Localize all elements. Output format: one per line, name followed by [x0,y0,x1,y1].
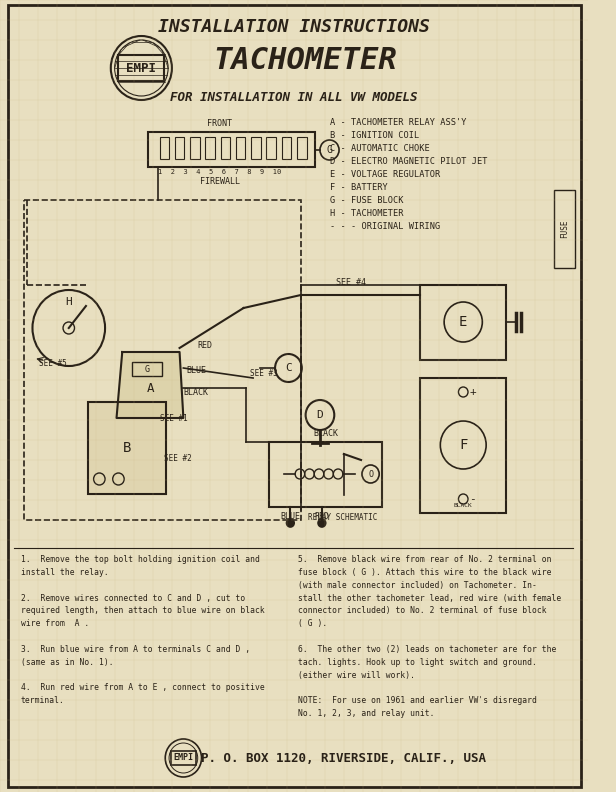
Text: P. O. BOX 1120, RIVERSIDE, CALIF., USA: P. O. BOX 1120, RIVERSIDE, CALIF., USA [201,752,487,764]
Bar [420,378,506,513]
Circle shape [286,519,294,527]
Bar [554,190,575,268]
Bar [221,137,230,159]
Text: A: A [147,382,155,394]
Text: A - TACHOMETER RELAY ASS'Y: A - TACHOMETER RELAY ASS'Y [330,118,466,127]
Text: FRONT: FRONT [207,119,232,128]
Bar [267,137,276,159]
Text: B - IGNITION COIL: B - IGNITION COIL [330,131,419,140]
Bar [190,137,200,159]
Text: - - - ORIGINAL WIRING: - - - ORIGINAL WIRING [330,222,440,231]
Text: SEE #1: SEE #1 [160,413,188,422]
Text: SEE #2: SEE #2 [164,454,192,463]
Polygon shape [88,402,166,494]
Text: RED: RED [198,341,213,349]
Text: INSTALLATION INSTRUCTIONS: INSTALLATION INSTRUCTIONS [158,18,430,36]
Text: SEE #4: SEE #4 [336,277,366,287]
Bar [24,200,301,520]
Bar [160,137,169,159]
Text: C: C [285,363,292,373]
Text: FIREWALL: FIREWALL [200,177,240,186]
Bar [132,362,163,376]
Text: G - FUSE BLOCK: G - FUSE BLOCK [330,196,403,205]
Text: SEE #3: SEE #3 [250,368,278,378]
Text: BLACK: BLACK [454,503,472,508]
Text: BLACK: BLACK [313,429,338,438]
Circle shape [318,519,326,527]
Text: H - TACHOMETER: H - TACHOMETER [330,209,403,218]
Text: RELAY SCHEMATIC: RELAY SCHEMATIC [308,513,378,522]
Text: BLUE: BLUE [280,512,301,521]
Text: 1.  Remove the top bolt holding ignition coil and
install the relay.

2.  Remove: 1. Remove the top bolt holding ignition … [21,555,265,706]
Polygon shape [116,352,184,418]
Bar [269,442,382,507]
Text: E: E [459,315,468,329]
Text: SEE #5: SEE #5 [39,359,67,367]
Bar [148,132,315,167]
Text: EMPI: EMPI [126,62,156,74]
Bar [88,402,166,494]
Text: BLUE: BLUE [186,365,206,375]
Bar [297,137,307,159]
Text: B: B [123,441,131,455]
Bar [236,137,245,159]
Bar [282,137,291,159]
Text: D: D [317,410,323,420]
Bar [251,137,261,159]
Text: BLACK: BLACK [184,387,208,397]
Text: TACHOMETER: TACHOMETER [214,45,397,74]
Text: 1  2  3  4  5  6  7  8  9  10: 1 2 3 4 5 6 7 8 9 10 [158,169,282,175]
Bar [175,137,184,159]
Bar [118,55,164,81]
Text: G: G [326,145,333,155]
Text: FUSE: FUSE [560,219,569,238]
Text: C - AUTOMATIC CHOKE: C - AUTOMATIC CHOKE [330,144,429,153]
Text: 5.  Remove black wire from rear of No. 2 terminal on
fuse block ( G ). Attach th: 5. Remove black wire from rear of No. 2 … [298,555,561,718]
Text: E - VOLTAGE REGULATOR: E - VOLTAGE REGULATOR [330,170,440,179]
Text: O: O [368,470,373,478]
Text: D - ELECTRO MAGNETIC PILOT JET: D - ELECTRO MAGNETIC PILOT JET [330,157,487,166]
Text: F - BATTERY: F - BATTERY [330,183,387,192]
Text: G: G [145,364,150,374]
Bar [205,137,215,159]
Text: EMPI: EMPI [173,753,193,763]
Bar [420,285,506,360]
Text: F: F [459,438,468,452]
Text: H: H [65,297,72,307]
Text: -: - [469,494,476,504]
Text: FOR INSTALLATION IN ALL VW MODELS: FOR INSTALLATION IN ALL VW MODELS [171,90,418,104]
Text: +: + [469,387,476,397]
Bar [171,751,196,765]
Text: RED: RED [314,512,330,521]
